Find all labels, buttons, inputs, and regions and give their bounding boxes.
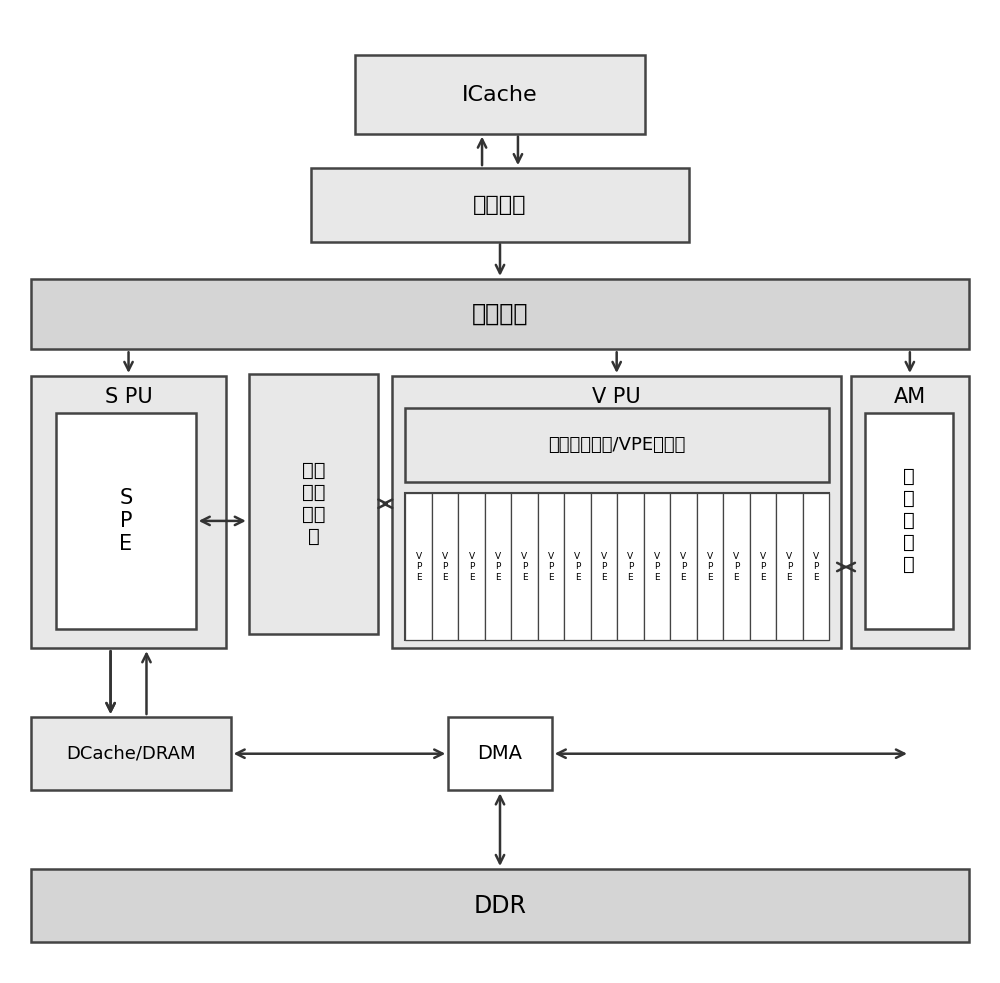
Text: V
P
E: V P E: [627, 552, 633, 582]
Text: ICache: ICache: [462, 85, 538, 104]
Bar: [644, 493, 670, 641]
Text: V
P
E: V P E: [680, 552, 686, 582]
Bar: [670, 493, 697, 641]
Text: 多宽度归约树/VPE间混洗: 多宽度归约树/VPE间混洗: [548, 435, 686, 454]
Bar: [697, 493, 723, 641]
Text: DCache/DRAM: DCache/DRAM: [66, 745, 196, 763]
Bar: [355, 55, 645, 134]
Bar: [405, 493, 432, 641]
Text: V
P
E: V P E: [760, 552, 766, 582]
Bar: [458, 493, 485, 641]
Bar: [31, 717, 231, 790]
Text: V PU: V PU: [592, 387, 641, 407]
Bar: [31, 376, 226, 649]
Bar: [392, 376, 841, 649]
Bar: [564, 493, 591, 641]
Bar: [851, 376, 969, 649]
Bar: [31, 279, 969, 349]
Text: 向
量
存
储
体: 向 量 存 储 体: [903, 467, 915, 574]
Text: V
P
E: V P E: [733, 552, 739, 582]
Text: V
P
E: V P E: [707, 552, 713, 582]
Bar: [249, 374, 378, 634]
Bar: [750, 493, 776, 641]
Bar: [865, 413, 953, 629]
Text: AM: AM: [894, 387, 926, 407]
Bar: [591, 493, 617, 641]
Text: V
P
E: V P E: [442, 552, 448, 582]
Text: 指令派发: 指令派发: [472, 302, 528, 326]
Bar: [31, 869, 969, 943]
Bar: [56, 413, 196, 629]
Text: V
P
E: V P E: [574, 552, 581, 582]
Text: S PU: S PU: [105, 387, 152, 407]
Bar: [485, 493, 511, 641]
Text: V
P
E: V P E: [654, 552, 660, 582]
Bar: [432, 493, 458, 641]
Text: 全局
共享
寄存
器: 全局 共享 寄存 器: [302, 461, 325, 547]
Text: V
P
E: V P E: [786, 552, 792, 582]
Bar: [776, 493, 803, 641]
Bar: [617, 493, 644, 641]
Text: 取指单元: 取指单元: [473, 195, 527, 214]
Text: DMA: DMA: [478, 744, 522, 763]
Text: V
P
E: V P E: [415, 552, 422, 582]
Bar: [723, 493, 750, 641]
Bar: [311, 168, 689, 242]
Text: V
P
E: V P E: [601, 552, 607, 582]
Bar: [448, 717, 552, 790]
Text: S
P
E: S P E: [119, 488, 133, 554]
Bar: [405, 408, 829, 482]
Text: DDR: DDR: [474, 894, 526, 918]
Bar: [511, 493, 538, 641]
Bar: [405, 493, 829, 641]
Bar: [538, 493, 564, 641]
Text: V
P
E: V P E: [495, 552, 501, 582]
Bar: [803, 493, 829, 641]
Text: V
P
E: V P E: [521, 552, 528, 582]
Text: V
P
E: V P E: [813, 552, 819, 582]
Text: V
P
E: V P E: [548, 552, 554, 582]
Text: V
P
E: V P E: [468, 552, 475, 582]
